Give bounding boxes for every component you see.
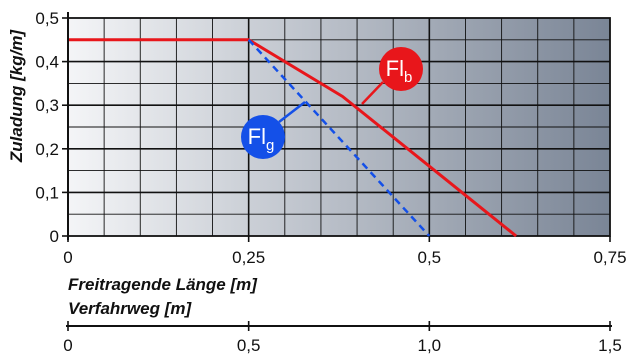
y-tick-label: 0,1 xyxy=(35,183,59,202)
series-line-flb xyxy=(68,38,518,238)
x-tick-label: 0 xyxy=(63,248,72,267)
y-tick-label: 0,4 xyxy=(35,53,59,72)
y-axis-title: Zuladung [kg/m] xyxy=(7,29,26,164)
badge-flb xyxy=(379,47,423,91)
x-tick-label: 0,5 xyxy=(418,248,442,267)
secondary-x-tick-label: 1,5 xyxy=(598,336,622,355)
x-axis-title: Freitragende Länge [m] xyxy=(68,275,258,294)
secondary-x-tick-label: 0 xyxy=(63,336,72,355)
badge-leader-flb xyxy=(361,81,384,105)
secondary-x-axis-title: Verfahrweg [m] xyxy=(68,299,192,318)
y-tick-label: 0,2 xyxy=(35,140,59,159)
y-tick-label: 0,3 xyxy=(35,96,59,115)
y-tick-label: 0,5 xyxy=(35,9,59,28)
secondary-x-tick-label: 1,0 xyxy=(418,336,442,355)
series-line-flg xyxy=(247,38,431,237)
y-tick-label: 0 xyxy=(50,227,59,246)
badge-label-flb: Flb xyxy=(386,56,413,86)
badge-leader-flg xyxy=(278,101,306,123)
badge-flg xyxy=(241,115,285,159)
x-tick-label: 0,25 xyxy=(232,248,265,267)
x-tick-label: 0,75 xyxy=(593,248,626,267)
badge-label-flg: Flg xyxy=(248,124,275,154)
secondary-x-tick-label: 0,5 xyxy=(237,336,261,355)
